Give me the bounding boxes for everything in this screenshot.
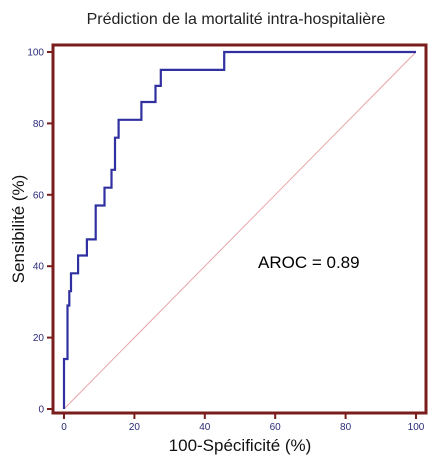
y-tick-label: 60	[33, 190, 45, 201]
y-tick-label: 80	[33, 119, 45, 130]
x-tick-label: 100	[408, 422, 425, 433]
y-tick-label: 0	[38, 405, 44, 416]
x-tick-label: 80	[340, 422, 352, 433]
aroc-annotation: AROC = 0.89	[258, 253, 360, 272]
plot-frame	[51, 43, 428, 415]
y-axis-ticks: 0 20 40 60 80 100	[27, 48, 53, 416]
reference-diagonal-line	[63, 51, 417, 410]
roc-curve-line	[62, 50, 416, 409]
x-tick-label: 0	[61, 422, 67, 433]
x-tick-label: 20	[129, 422, 141, 433]
x-axis-label: 100-Spécificité (%)	[169, 436, 312, 455]
x-axis-ticks: 0 20 40 60 80 100	[61, 413, 425, 433]
y-axis-label: Sensibilité (%)	[9, 175, 28, 284]
chart-title: Prédiction de la mortalité intra-hospita…	[87, 11, 386, 28]
y-tick-label: 100	[27, 48, 44, 59]
y-tick-label: 20	[33, 333, 45, 344]
series-layer	[62, 50, 417, 410]
x-tick-label: 40	[199, 422, 211, 433]
x-tick-label: 60	[270, 422, 282, 433]
y-tick-label: 40	[33, 262, 45, 273]
